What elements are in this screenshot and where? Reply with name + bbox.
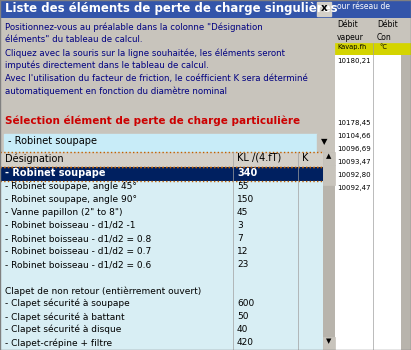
Bar <box>0 207 323 220</box>
Text: ▼: ▼ <box>326 338 332 344</box>
Text: - Robinet soupape, angle 45°: - Robinet soupape, angle 45° <box>5 182 137 191</box>
Bar <box>0 0 335 18</box>
Text: - Vanne papillon (2" to 8"): - Vanne papillon (2" to 8") <box>5 208 122 217</box>
Text: - Robinet soupape: - Robinet soupape <box>5 168 106 178</box>
Text: 10096,69: 10096,69 <box>337 146 371 152</box>
Bar <box>0 337 323 350</box>
Text: - Robinet boisseau - d1/d2 = 0.7: - Robinet boisseau - d1/d2 = 0.7 <box>5 247 151 256</box>
Text: K: K <box>302 153 308 163</box>
Text: Débit: Débit <box>337 20 358 29</box>
Text: 40: 40 <box>237 325 248 334</box>
Text: Liste des éléments de perte de charge singulières: Liste des éléments de perte de charge si… <box>5 2 337 15</box>
Text: - Robinet boisseau - d1/d2 = 0.6: - Robinet boisseau - d1/d2 = 0.6 <box>5 260 151 269</box>
Bar <box>317 134 331 152</box>
Bar <box>0 272 323 285</box>
Text: our réseau de: our réseau de <box>337 2 390 11</box>
Text: x: x <box>321 3 328 13</box>
Text: 55: 55 <box>237 182 249 191</box>
Text: Clapet de non retour (entièrrement ouvert): Clapet de non retour (entièrrement ouver… <box>5 286 201 295</box>
Bar <box>323 337 335 350</box>
Bar <box>335 55 401 350</box>
Text: 10178,45: 10178,45 <box>337 120 371 126</box>
Text: 10093,47: 10093,47 <box>337 159 371 165</box>
Text: 45: 45 <box>237 208 248 217</box>
Text: Débit: Débit <box>377 20 398 29</box>
Bar <box>0 324 323 337</box>
Bar <box>0 152 323 167</box>
Bar <box>4 134 317 152</box>
Bar <box>0 285 323 298</box>
Text: KL /(4.fT): KL /(4.fT) <box>237 153 281 163</box>
Text: 12: 12 <box>237 247 248 256</box>
Text: Cliquez avec la souris sur la ligne souhaitée, les éléments seront: Cliquez avec la souris sur la ligne souh… <box>5 48 285 57</box>
Text: - Robinet boisseau - d1/d2 = 0.8: - Robinet boisseau - d1/d2 = 0.8 <box>5 234 151 243</box>
Bar <box>335 18 411 31</box>
Text: Sélection élément de perte de charge particulière: Sélection élément de perte de charge par… <box>5 116 300 126</box>
Text: 150: 150 <box>237 195 254 204</box>
Bar <box>335 0 411 18</box>
Text: 10092,47: 10092,47 <box>337 185 371 191</box>
Bar <box>0 220 323 233</box>
Text: éléments" du tableau de calcul.: éléments" du tableau de calcul. <box>5 35 143 44</box>
Bar <box>401 55 411 350</box>
Text: 50: 50 <box>237 312 249 321</box>
Bar <box>0 167 323 350</box>
Text: 420: 420 <box>237 338 254 347</box>
Text: Désignation: Désignation <box>5 153 64 163</box>
Bar <box>323 152 335 165</box>
Bar <box>0 298 323 311</box>
Text: vapeur: vapeur <box>337 33 364 42</box>
Bar <box>0 18 335 115</box>
Text: - Robinet soupape: - Robinet soupape <box>8 136 97 146</box>
Bar <box>0 246 323 259</box>
Text: Positionnez-vous au préalable dans la colonne "Désignation: Positionnez-vous au préalable dans la co… <box>5 22 263 32</box>
Text: - Robinet boisseau - d1/d2 -1: - Robinet boisseau - d1/d2 -1 <box>5 221 136 230</box>
Bar <box>317 2 331 16</box>
Bar <box>335 31 411 43</box>
Text: 10180,21: 10180,21 <box>337 58 371 64</box>
Bar <box>0 194 323 207</box>
Text: 340: 340 <box>237 168 257 178</box>
Bar <box>0 233 323 246</box>
Bar <box>0 167 323 181</box>
Text: - Clapet sécurité à battant: - Clapet sécurité à battant <box>5 312 125 322</box>
Text: Con: Con <box>377 33 392 42</box>
Text: 23: 23 <box>237 260 248 269</box>
Text: 10104,66: 10104,66 <box>337 133 371 139</box>
Text: 3: 3 <box>237 221 243 230</box>
Text: Kavap.fh: Kavap.fh <box>337 44 366 50</box>
Text: ▲: ▲ <box>326 153 332 159</box>
Bar <box>0 259 323 272</box>
Text: - Clapet sécurité à disque: - Clapet sécurité à disque <box>5 325 121 335</box>
Text: 10092,80: 10092,80 <box>337 172 371 178</box>
Bar <box>335 43 411 55</box>
Bar <box>323 152 335 350</box>
Text: 600: 600 <box>237 299 254 308</box>
Text: °C: °C <box>379 44 387 50</box>
Text: automatiquement en fonction du diamètre nominal: automatiquement en fonction du diamètre … <box>5 87 227 97</box>
Bar <box>0 311 323 324</box>
Text: Avec l'utilisation du facteur de friction, le coéfficient K sera déterminé: Avec l'utilisation du facteur de frictio… <box>5 74 308 83</box>
Text: imputés directement dans le tableau de calcul.: imputés directement dans le tableau de c… <box>5 61 209 70</box>
Bar <box>0 181 323 194</box>
Text: - Clapet-crépine + filtre: - Clapet-crépine + filtre <box>5 338 112 348</box>
Bar <box>323 165 335 185</box>
Text: - Clapet sécurité à soupape: - Clapet sécurité à soupape <box>5 299 130 308</box>
Text: - Robinet soupape, angle 90°: - Robinet soupape, angle 90° <box>5 195 137 204</box>
Text: ▼: ▼ <box>321 137 327 146</box>
Text: 7: 7 <box>237 234 243 243</box>
